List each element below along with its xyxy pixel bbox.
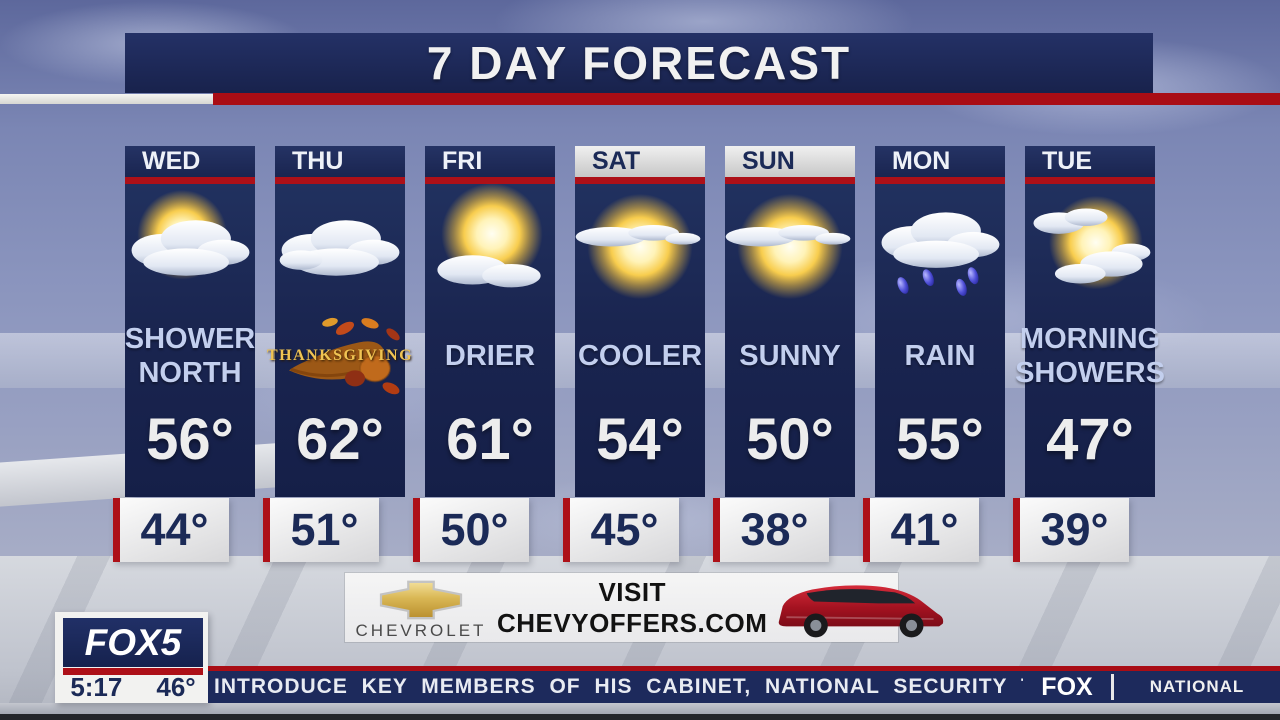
sun-and-clouds-icon	[1020, 190, 1160, 306]
low-temp-box: 39°	[1013, 498, 1129, 562]
high-temp: 50°	[746, 407, 834, 472]
high-temp: 47°	[1046, 407, 1134, 472]
ticker-category: NATIONAL	[1149, 677, 1245, 696]
ticker-divider	[1111, 674, 1114, 700]
forecast-title-bar: 7 DAY FORECAST	[125, 33, 1153, 93]
low-temp: 38°	[740, 504, 809, 555]
chevrolet-logo-block: CHEVROLET	[345, 575, 497, 641]
forecast-card: COOLER 54°	[575, 184, 705, 497]
header-accent-bar	[275, 177, 405, 184]
day-label: TUE	[1025, 146, 1155, 177]
low-temp: 41°	[890, 504, 959, 555]
title-accent-red	[213, 93, 1280, 105]
day-label: THU	[275, 146, 405, 177]
bottom-edge-bar	[0, 714, 1280, 720]
low-temp: 50°	[440, 504, 509, 555]
condition-label: RAIN	[904, 339, 976, 372]
low-temp-accent	[263, 498, 270, 562]
lower-third-base	[0, 703, 1280, 714]
forecast-column-tue: TUE MORNING SHOWERS 47° 39°	[1013, 146, 1165, 562]
time-temp-row: 5:17 46°	[63, 672, 203, 702]
low-temp: 39°	[1040, 504, 1109, 555]
low-temp-accent	[1013, 498, 1020, 562]
forecast-card: SHOWER NORTH 56°	[125, 184, 255, 497]
news-ticker: INTRODUCE KEY MEMBERS OF HIS CABINET, NA…	[208, 666, 1280, 703]
high-temp: 55°	[896, 407, 984, 472]
current-temp: 46°	[156, 672, 196, 702]
condition-label: COOLER	[577, 339, 703, 372]
day-label: FRI	[425, 146, 555, 177]
high-temp: 61°	[446, 407, 534, 472]
forecast-card: SUNNY 50°	[725, 184, 855, 497]
high-temp: 56°	[146, 407, 234, 472]
low-temp-accent	[563, 498, 570, 562]
cloudy-icon	[270, 190, 410, 306]
sunny-icon	[570, 190, 710, 306]
mostly-sunny-icon	[420, 183, 560, 306]
sun-behind-clouds-icon	[120, 190, 260, 306]
low-temp-accent	[413, 498, 420, 562]
fox-network-logo: FOX	[1041, 672, 1093, 701]
header-accent-bar	[1025, 177, 1155, 184]
low-temp-box: 38°	[713, 498, 829, 562]
header-accent-bar	[125, 177, 255, 184]
forecast-column-thu: THU THANKSGIVING	[263, 146, 412, 562]
low-temp: 51°	[290, 504, 359, 555]
sunny-icon	[720, 190, 860, 306]
header-accent-bar	[725, 177, 855, 184]
forecast-card: MORNING SHOWERS 47°	[1015, 184, 1165, 497]
header-accent-bar	[875, 177, 1005, 184]
station-accent-bar	[63, 668, 203, 675]
fox5-logo: FOX5	[63, 618, 203, 667]
ticker-headline: INTRODUCE KEY MEMBERS OF HIS CABINET, NA…	[214, 675, 1023, 698]
forecast-card: RAIN 55°	[875, 184, 1005, 497]
forecast-column-fri: FRI DRIER 61° 50°	[413, 146, 555, 562]
cornucopia-graphic	[289, 317, 400, 395]
low-temp-box: 41°	[863, 498, 979, 562]
condition-label: SHOWER NORTH	[124, 322, 256, 389]
red-suv-image	[779, 585, 944, 638]
forecast-card: DRIER 61°	[425, 183, 555, 497]
high-temp: 62°	[296, 407, 384, 472]
day-label: SUN	[725, 146, 855, 177]
forecast-card: THANKSGIVING 62°	[267, 184, 412, 497]
header-accent-bar	[575, 177, 705, 184]
low-temp: 45°	[590, 504, 659, 555]
low-temp-accent	[113, 498, 120, 562]
ad-message: VISIT CHEVYOFFERS.COM	[497, 576, 768, 638]
forecast-column-sun: SUN SUNNY 50° 38°	[713, 146, 855, 562]
condition-label: SUNNY	[739, 339, 841, 372]
low-temp: 44°	[140, 504, 209, 555]
chevrolet-wordmark: CHEVROLET	[355, 620, 487, 640]
page-title: 7 DAY FORECAST	[426, 37, 852, 89]
forecast-column-mon: MON RAIN 55° 41°	[863, 146, 1005, 562]
day-label: WED	[125, 146, 255, 177]
condition-label: DRIER	[444, 339, 536, 372]
station-bug: FOX5 5:17 46°	[55, 612, 208, 703]
day-label: SAT	[575, 146, 705, 177]
title-accent-white	[0, 94, 213, 104]
condition-label: THANKSGIVING	[267, 306, 412, 406]
condition-label: MORNING SHOWERS	[1015, 322, 1165, 389]
header-accent-bar	[425, 177, 555, 184]
low-temp-box: 44°	[113, 498, 229, 562]
low-temp-box: 45°	[563, 498, 679, 562]
chevrolet-bowtie-icon	[379, 580, 463, 619]
thanksgiving-label: THANKSGIVING	[266, 346, 414, 364]
low-temp-accent	[713, 498, 720, 562]
low-temp-accent	[863, 498, 870, 562]
chevrolet-ad-banner: CHEVROLET VISIT CHEVYOFFERS.COM	[345, 573, 944, 642]
low-temp-box: 50°	[413, 498, 529, 562]
high-temp: 54°	[596, 407, 684, 472]
low-temp-box: 51°	[263, 498, 379, 562]
forecast-column-wed: WED SHOWER NORTH 56° 44°	[113, 146, 255, 562]
day-label: MON	[875, 146, 1005, 177]
clock-time: 5:17	[70, 672, 123, 702]
rain-clouds-icon	[870, 190, 1010, 306]
forecast-column-sat: SAT COOLER 54° 45°	[563, 146, 705, 562]
